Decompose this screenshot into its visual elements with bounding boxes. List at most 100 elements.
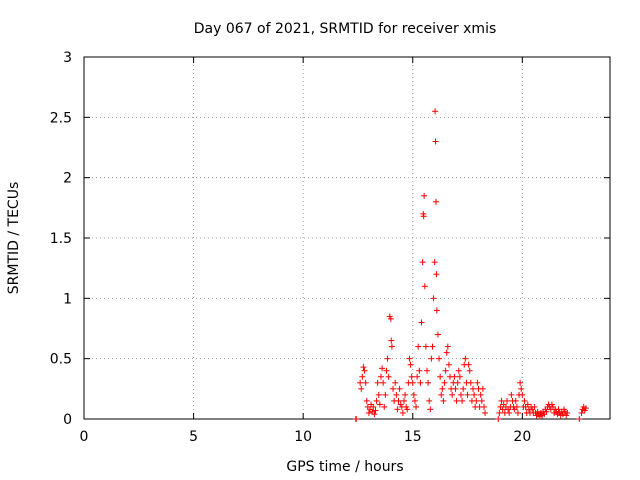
chart-title: Day 067 of 2021, SRMTID for receiver xmi… xyxy=(194,21,497,37)
data-point xyxy=(543,408,550,415)
data-point xyxy=(443,349,450,356)
data-point xyxy=(399,409,406,416)
y-tick-label: 2.5 xyxy=(50,110,72,126)
data-point xyxy=(400,397,407,404)
data-point xyxy=(377,373,384,380)
data-point xyxy=(408,373,415,380)
y-tick-label: 1 xyxy=(63,291,72,307)
data-point xyxy=(477,391,484,398)
data-point xyxy=(460,385,467,392)
data-point xyxy=(421,283,428,290)
data-point xyxy=(459,397,466,404)
data-point xyxy=(407,361,414,368)
data-point xyxy=(404,406,411,413)
data-point xyxy=(416,367,423,374)
data-point xyxy=(414,373,421,380)
data-point xyxy=(437,373,444,380)
data-point xyxy=(473,397,480,404)
x-tick-label: 15 xyxy=(404,429,422,445)
data-point xyxy=(373,397,380,404)
data-point xyxy=(433,307,440,314)
data-point xyxy=(394,406,401,413)
data-point xyxy=(454,379,461,386)
x-tick-label: 5 xyxy=(189,429,198,445)
axis-tick-labels: 0 5 10 15 20 0 0.5 1 1.5 2 2.5 3 xyxy=(50,50,532,445)
data-point xyxy=(576,416,583,422)
data-point xyxy=(432,138,439,145)
data-point xyxy=(353,416,360,422)
data-point xyxy=(384,355,391,362)
data-point xyxy=(362,379,369,386)
data-point xyxy=(508,391,515,398)
data-point xyxy=(449,391,456,398)
data-point xyxy=(495,416,502,422)
data-point xyxy=(478,397,485,404)
data-point xyxy=(413,403,420,410)
data-point xyxy=(432,198,439,205)
data-point xyxy=(381,403,388,410)
data-point xyxy=(564,409,571,416)
data-point xyxy=(359,373,366,380)
data-point xyxy=(417,379,424,386)
data-point xyxy=(392,379,399,386)
y-tick-label: 3 xyxy=(63,50,72,66)
data-point xyxy=(470,385,477,392)
data-point xyxy=(426,397,433,404)
data-point xyxy=(521,397,528,404)
data-point xyxy=(395,397,402,404)
data-point xyxy=(531,403,538,410)
data-point xyxy=(423,367,430,374)
data-point xyxy=(434,331,441,338)
data-point xyxy=(514,409,521,416)
data-point xyxy=(430,295,437,302)
data-point xyxy=(506,409,513,416)
data-point xyxy=(415,343,422,350)
data-point xyxy=(462,355,469,362)
data-point xyxy=(390,385,397,392)
x-tick-label: 10 xyxy=(294,429,312,445)
data-point xyxy=(379,365,386,372)
data-point xyxy=(464,391,471,398)
y-axis-label: SRMTID / TECUs xyxy=(6,182,22,295)
data-point xyxy=(376,401,383,408)
data-point xyxy=(431,259,438,266)
data-point xyxy=(455,367,462,374)
data-point xyxy=(427,406,434,413)
data-point xyxy=(421,192,428,199)
data-point xyxy=(385,373,392,380)
data-point xyxy=(422,343,429,350)
data-point xyxy=(452,385,459,392)
data-point xyxy=(466,367,473,374)
data-point xyxy=(357,379,364,386)
data-point xyxy=(503,397,510,404)
y-tick-label: 2 xyxy=(63,171,72,187)
data-point xyxy=(578,409,585,416)
y-tick-label: 1.5 xyxy=(50,231,72,247)
data-point xyxy=(517,379,524,386)
data-point xyxy=(428,355,435,362)
data-point xyxy=(512,397,519,404)
data-point xyxy=(361,367,368,374)
data-point xyxy=(482,409,489,416)
data-point xyxy=(519,391,526,398)
data-point xyxy=(418,319,425,326)
y-tick-label: 0 xyxy=(63,412,72,428)
data-point xyxy=(513,403,520,410)
data-point xyxy=(433,271,440,278)
data-point xyxy=(371,411,378,418)
data-point xyxy=(479,385,486,392)
data-point xyxy=(518,385,525,392)
data-points xyxy=(352,108,589,422)
data-point xyxy=(474,379,481,386)
data-point xyxy=(524,401,531,408)
data-point xyxy=(411,397,418,404)
axis-ticks xyxy=(83,56,610,420)
data-point xyxy=(363,397,370,404)
data-point xyxy=(387,315,394,322)
data-point xyxy=(444,343,451,350)
y-tick-label: 0.5 xyxy=(50,352,72,368)
data-point xyxy=(358,385,365,392)
data-point xyxy=(555,406,562,413)
data-point xyxy=(360,364,367,371)
data-point xyxy=(438,391,445,398)
